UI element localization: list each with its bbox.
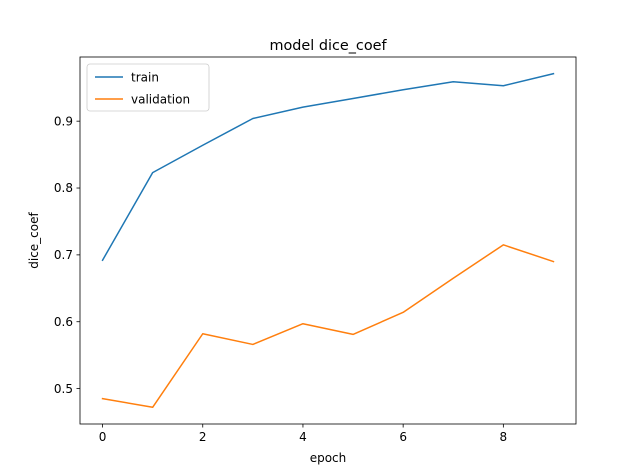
y-tick-label: 0.8 [54, 181, 73, 195]
legend-label-train: train [131, 70, 159, 84]
legend: train validation [86, 63, 210, 112]
y-tick-label: 0.5 [54, 382, 73, 396]
x-tick-label: 8 [500, 430, 508, 444]
series-line-validation [101, 244, 555, 409]
y-tick-label: 0.7 [54, 248, 73, 262]
x-tick-label: 6 [399, 430, 407, 444]
chart-title: model dice_coef [269, 38, 387, 54]
legend-label-validation: validation [131, 92, 190, 106]
y-tick-label: 0.6 [54, 315, 73, 329]
series-line-train [101, 72, 555, 262]
x-tick-label: 4 [299, 430, 307, 444]
plot-frame [79, 56, 577, 425]
x-tick-label: 2 [199, 430, 207, 444]
plot-layer [101, 72, 555, 409]
y-tick-label: 0.9 [54, 114, 73, 128]
y-axis-label: dice_coef [27, 211, 41, 268]
x-axis-label: epoch [310, 451, 347, 465]
x-tick-label: 0 [99, 430, 107, 444]
tick-layer: 0 2 4 6 8 0.5 0.6 0.7 0.8 0.9 [54, 114, 507, 444]
